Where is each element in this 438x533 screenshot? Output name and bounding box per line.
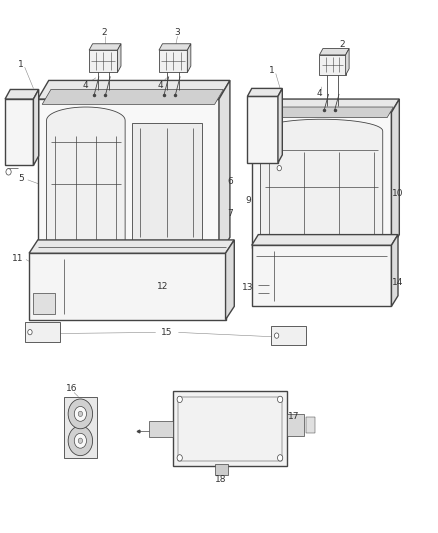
Text: 13: 13 [242, 283, 253, 292]
Polygon shape [187, 44, 191, 72]
Polygon shape [42, 90, 223, 104]
Text: 2: 2 [340, 40, 346, 49]
Polygon shape [64, 397, 97, 458]
Text: 2: 2 [102, 28, 107, 37]
Circle shape [275, 333, 279, 338]
Text: 14: 14 [392, 278, 404, 287]
Polygon shape [319, 55, 346, 75]
Polygon shape [252, 99, 399, 112]
Circle shape [277, 165, 282, 171]
Polygon shape [392, 99, 399, 248]
Polygon shape [346, 49, 349, 75]
Polygon shape [252, 245, 392, 306]
Polygon shape [29, 253, 226, 320]
Text: 1: 1 [18, 60, 23, 69]
Polygon shape [252, 235, 398, 245]
Polygon shape [256, 107, 393, 118]
Polygon shape [159, 44, 191, 50]
Polygon shape [117, 44, 121, 72]
Polygon shape [89, 50, 117, 72]
Text: 15: 15 [161, 328, 173, 337]
Text: 3: 3 [175, 28, 180, 37]
Circle shape [278, 396, 283, 402]
Polygon shape [132, 123, 201, 243]
Polygon shape [149, 421, 173, 437]
Polygon shape [38, 99, 219, 256]
Circle shape [74, 407, 86, 421]
Polygon shape [247, 88, 283, 96]
Circle shape [78, 438, 82, 443]
Polygon shape [319, 49, 349, 55]
Circle shape [177, 396, 182, 402]
Circle shape [78, 411, 82, 416]
Polygon shape [5, 90, 39, 99]
Text: 6: 6 [227, 177, 233, 186]
Text: 18: 18 [215, 475, 227, 483]
Text: 11: 11 [11, 254, 23, 263]
Polygon shape [89, 44, 121, 50]
Circle shape [74, 433, 86, 448]
Circle shape [68, 426, 92, 456]
Polygon shape [215, 464, 228, 475]
Text: 4: 4 [157, 81, 163, 90]
Polygon shape [306, 417, 315, 433]
Circle shape [68, 399, 92, 429]
Polygon shape [278, 88, 283, 163]
Circle shape [28, 329, 32, 335]
Polygon shape [226, 240, 234, 320]
Polygon shape [392, 235, 398, 306]
Text: 7: 7 [227, 209, 233, 218]
Polygon shape [247, 96, 278, 163]
Text: 4: 4 [83, 81, 88, 90]
Text: 10: 10 [392, 189, 404, 198]
Polygon shape [173, 391, 287, 466]
Polygon shape [25, 322, 60, 342]
Text: 9: 9 [245, 196, 251, 205]
Polygon shape [159, 50, 187, 72]
Polygon shape [287, 414, 304, 435]
Polygon shape [38, 80, 230, 99]
Polygon shape [252, 112, 392, 248]
Text: 16: 16 [66, 384, 78, 393]
Text: 17: 17 [287, 412, 299, 421]
Polygon shape [272, 326, 306, 345]
Text: 5: 5 [19, 174, 25, 183]
Polygon shape [46, 107, 125, 248]
Polygon shape [219, 80, 230, 256]
Polygon shape [261, 119, 383, 240]
Text: 1: 1 [268, 67, 274, 75]
Circle shape [278, 455, 283, 461]
Text: 12: 12 [156, 282, 168, 291]
Circle shape [6, 168, 11, 175]
Polygon shape [29, 240, 234, 253]
Polygon shape [33, 90, 39, 165]
Text: 4: 4 [317, 89, 322, 98]
Circle shape [177, 455, 182, 461]
Polygon shape [33, 293, 55, 314]
Polygon shape [5, 99, 33, 165]
